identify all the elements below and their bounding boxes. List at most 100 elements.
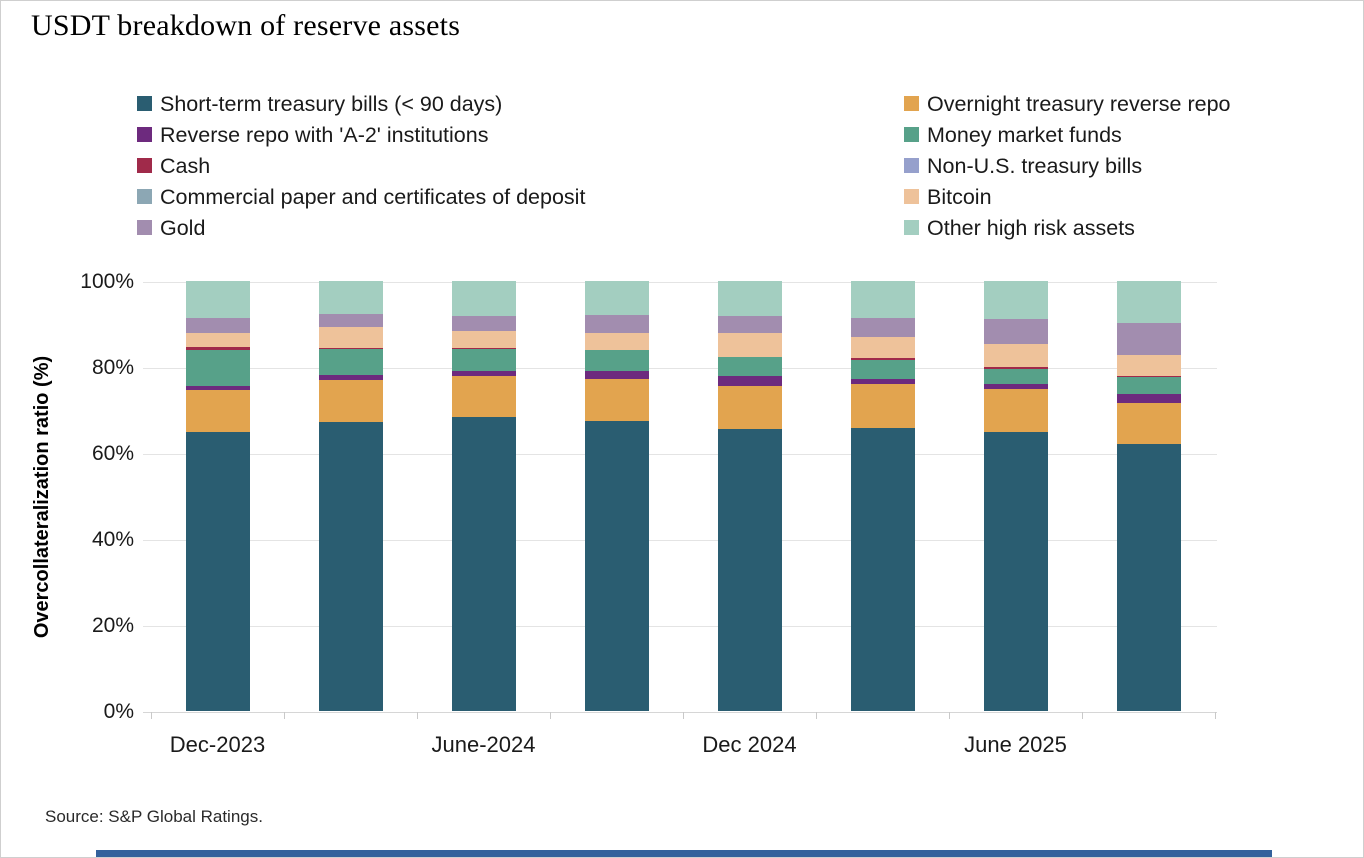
bar-segment <box>185 281 250 319</box>
bars-container <box>151 281 1215 712</box>
bar-slot <box>417 281 550 712</box>
legend-column: Overnight treasury reverse repo Money mar… <box>904 93 1231 248</box>
stacked-bar <box>584 281 649 711</box>
bar-segment <box>717 385 782 429</box>
bar-segment <box>318 375 383 381</box>
bar-segment <box>584 371 649 380</box>
y-tick-label: 60% <box>91 442 134 465</box>
y-tick-label: 100% <box>80 270 134 293</box>
bar-segment <box>185 385 250 390</box>
x-axis-tick <box>151 712 152 719</box>
bar-segment <box>584 315 649 334</box>
legend-label: Overnight treasury reverse repo <box>927 92 1231 116</box>
bar-segment <box>185 349 250 386</box>
x-axis-tick <box>1215 712 1216 719</box>
bar-segment <box>451 281 516 316</box>
bar-slot <box>816 281 949 712</box>
legend-item: Commercial paper and certificates of dep… <box>137 186 585 217</box>
x-axis-tick <box>816 712 817 719</box>
bar-segment <box>185 318 250 333</box>
bar-segment <box>584 421 649 711</box>
bar-segment <box>983 384 1048 390</box>
gridline <box>143 282 1217 283</box>
gridline <box>143 712 1217 713</box>
x-axis-label: June 2025 <box>964 732 1067 757</box>
bar-segment <box>451 417 516 711</box>
bar-slot <box>151 281 284 712</box>
y-tick-label: 0% <box>103 700 134 723</box>
stacked-bar <box>185 281 250 711</box>
x-axis-tick <box>949 712 950 719</box>
bar-segment <box>1116 354 1181 376</box>
bar-segment <box>318 422 383 711</box>
legend-swatch <box>137 96 152 111</box>
x-axis-tick <box>417 712 418 719</box>
bar-segment <box>451 330 516 348</box>
legend-swatch <box>904 220 919 235</box>
bar-segment <box>1116 402 1181 444</box>
bar-segment <box>1116 322 1181 355</box>
bar-segment <box>451 370 516 377</box>
legend-swatch <box>904 158 919 173</box>
legend-item: Short-term treasury bills (< 90 days) <box>137 93 585 124</box>
bar-segment <box>1116 375 1181 377</box>
legend-swatch <box>137 220 152 235</box>
bar-segment <box>983 389 1048 433</box>
legend-label: Cash <box>160 154 211 178</box>
y-tick-label: 20% <box>91 614 134 637</box>
bar-segment <box>717 375 782 386</box>
stacked-bar <box>983 281 1048 711</box>
legend-swatch <box>904 189 919 204</box>
legend-item: Other high risk assets <box>904 217 1231 248</box>
bar-segment <box>850 378 915 384</box>
legend-label: Bitcoin <box>927 185 992 209</box>
bar-segment <box>717 428 782 711</box>
bar-segment <box>983 432 1048 711</box>
bar-slot <box>284 281 417 712</box>
legend-item: Bitcoin <box>904 186 1231 217</box>
bar-segment <box>1116 281 1181 323</box>
legend-label: Short-term treasury bills (< 90 days) <box>160 92 503 116</box>
stacked-bar <box>451 281 516 711</box>
legend-label: Money market funds <box>927 123 1122 147</box>
stacked-bar <box>1116 281 1181 711</box>
y-tick-label: 40% <box>91 528 134 551</box>
x-axis-label: Dec-2023 <box>169 732 266 757</box>
x-axis-tick <box>1082 712 1083 719</box>
y-tick-label: 80% <box>91 356 134 379</box>
x-axis-tick <box>550 712 551 719</box>
bar-slot <box>949 281 1082 712</box>
bar-segment <box>185 347 250 350</box>
bar-segment <box>318 313 383 328</box>
legend-label: Reverse repo with 'A-2' institutions <box>160 123 489 147</box>
bar-segment <box>983 368 1048 385</box>
bar-segment <box>318 349 383 376</box>
legend-item: Gold <box>137 217 585 248</box>
legend-swatch <box>904 96 919 111</box>
bar-slot <box>550 281 683 712</box>
bar-segment <box>850 428 915 711</box>
legend-swatch <box>137 127 152 142</box>
bar-segment <box>850 317 915 337</box>
gridline <box>143 626 1217 627</box>
legend-column: Short-term treasury bills (< 90 days) Rev… <box>137 93 585 248</box>
plot-area <box>143 281 1217 719</box>
bar-slot <box>1082 281 1215 712</box>
bar-segment <box>717 316 782 334</box>
bottom-accent-bar <box>96 850 1272 857</box>
legend-label: Commercial paper and certificates of dep… <box>160 185 586 209</box>
stacked-bar <box>717 281 782 711</box>
legend-item: Reverse repo with 'A-2' institutions <box>137 124 585 155</box>
bar-slot <box>683 281 816 712</box>
source-note: Source: S&P Global Ratings. <box>45 807 263 826</box>
bar-segment <box>451 347 516 349</box>
x-axis-label: Dec 2024 <box>702 732 797 757</box>
bar-segment <box>1116 376 1181 394</box>
bar-segment <box>850 383 915 429</box>
bar-segment <box>318 348 383 350</box>
bar-segment <box>983 367 1048 369</box>
bar-segment <box>318 380 383 423</box>
bar-segment <box>584 281 649 316</box>
legend-label: Gold <box>160 216 206 240</box>
bar-segment <box>584 379 649 422</box>
